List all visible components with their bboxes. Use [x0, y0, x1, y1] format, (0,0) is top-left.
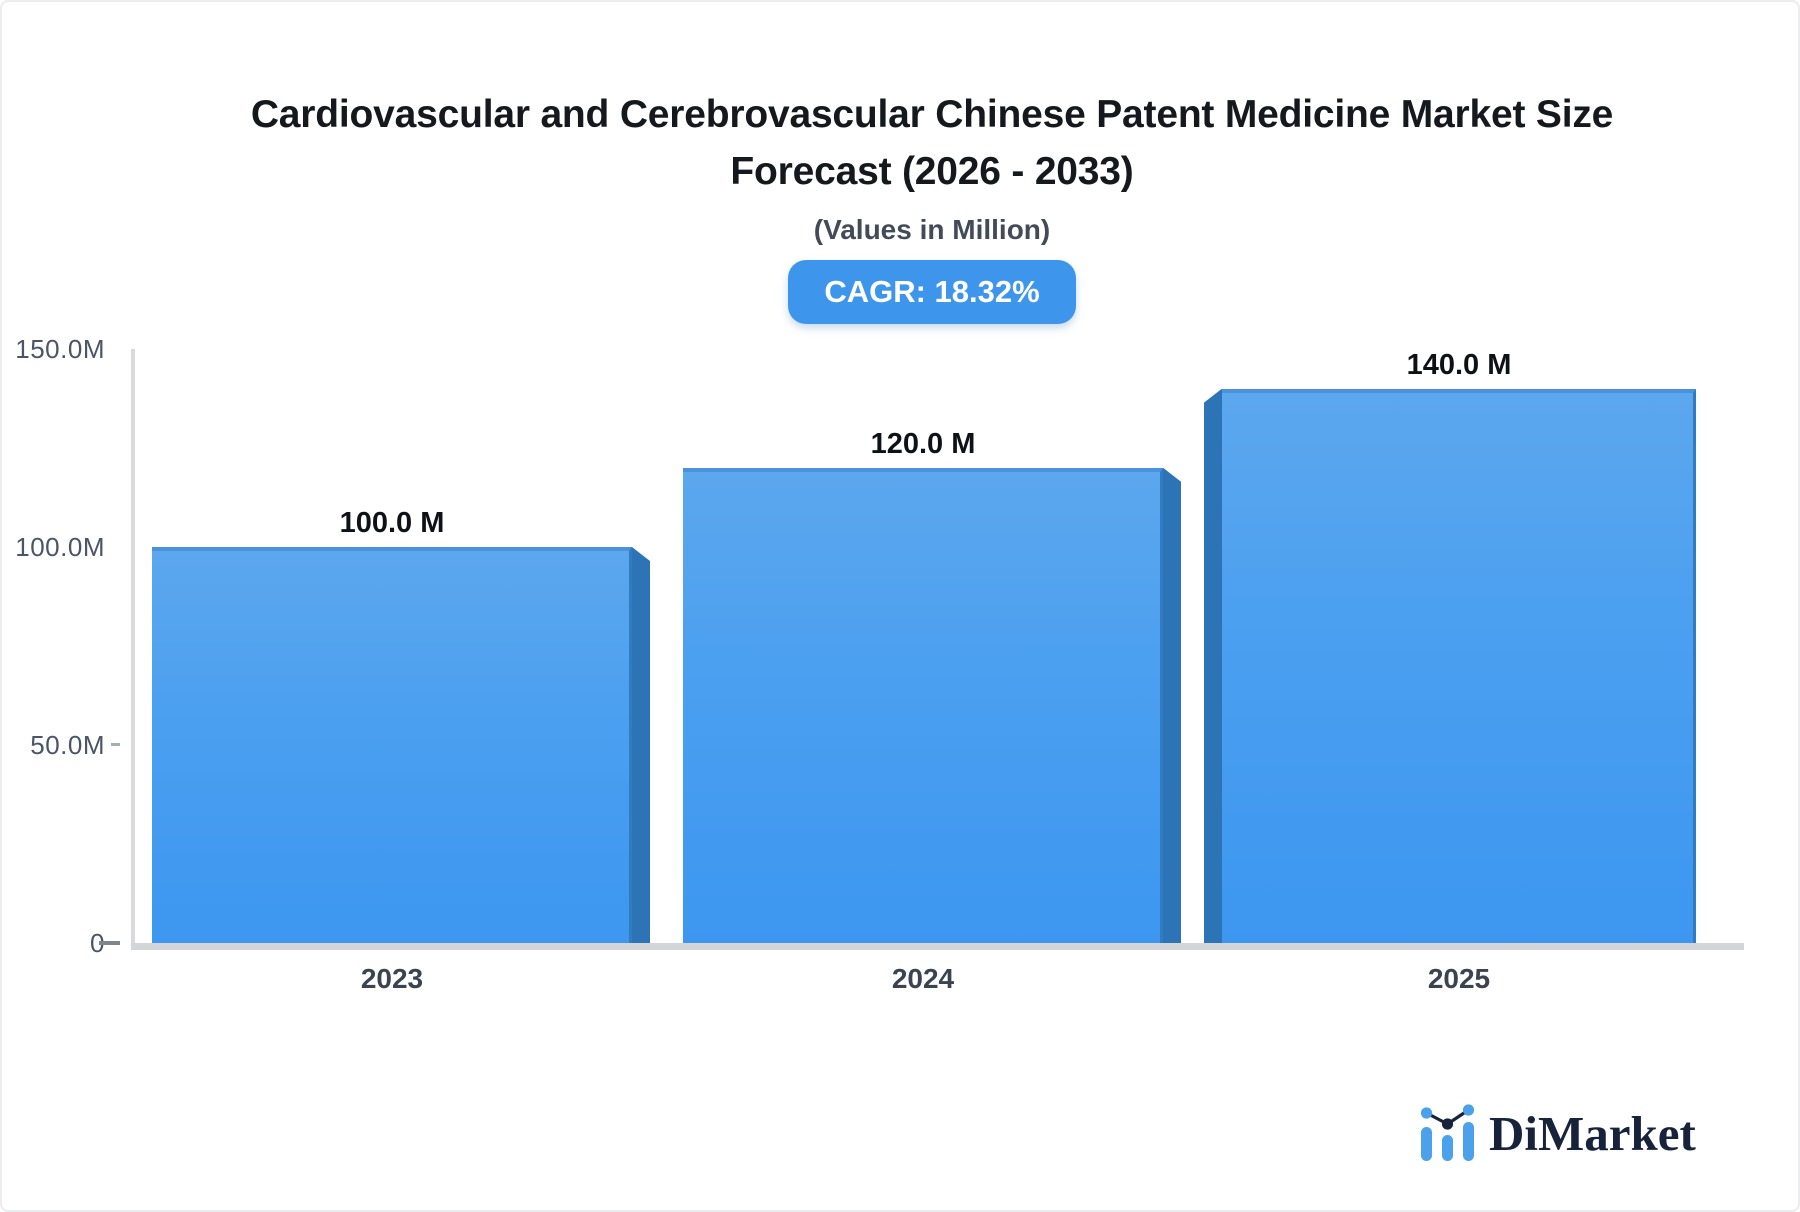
logo-text: DiMarket — [1489, 1106, 1696, 1161]
bar-value-label: 120.0 M — [870, 427, 976, 460]
chart-subtitle: (Values in Million) — [813, 214, 1051, 245]
y-axis-line — [131, 349, 135, 950]
bar-value-label: 140.0 M — [1406, 348, 1512, 381]
chart-header: Cardiovascular and Cerebrovascular Chine… — [62, 86, 1798, 324]
y-axis-tick-label: 100.0M — [15, 532, 105, 562]
bar-chart-dots-icon — [1420, 1104, 1475, 1161]
y-axis-tick-mark — [111, 743, 120, 746]
x-axis-line — [131, 943, 1744, 950]
cagr-badge: CAGR: 18.32% — [788, 260, 1076, 324]
y-axis-tick-mark — [99, 941, 120, 945]
dimarket-logo: DiMarket — [1420, 1102, 1696, 1166]
y-axis-tick-label: 0 — [90, 928, 105, 958]
x-axis-tick-label: 2023 — [360, 963, 424, 994]
bar-2025[interactable] — [1222, 388, 1696, 943]
bar-2024[interactable] — [683, 467, 1163, 943]
page-title: Cardiovascular and Cerebrovascular Chine… — [62, 86, 1798, 200]
title-line-1: Cardiovascular and Cerebrovascular Chine… — [250, 93, 1614, 136]
x-axis-tick-label: 2024 — [891, 963, 955, 994]
x-axis-tick-label: 2025 — [1427, 963, 1491, 994]
y-axis-tick-label: 50.0M — [30, 730, 105, 760]
bar-2023[interactable] — [152, 547, 632, 943]
bar-3d-side — [1163, 467, 1181, 943]
title-line-2: Forecast (2026 - 2033) — [730, 150, 1134, 193]
bar-value-label: 100.0 M — [339, 507, 445, 539]
y-axis-tick-label: 150.0M — [15, 334, 105, 364]
bar-3d-side — [632, 547, 650, 943]
bar-3d-side — [1204, 388, 1222, 943]
